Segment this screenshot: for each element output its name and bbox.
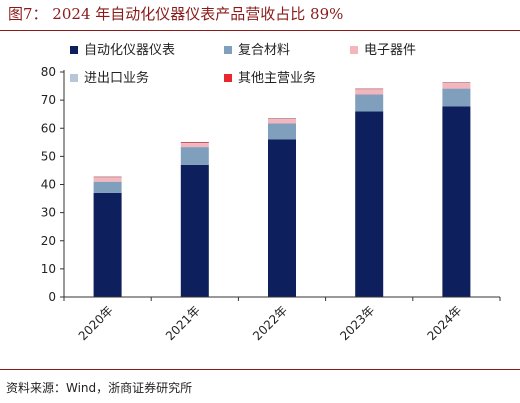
- bars: [93, 82, 471, 297]
- bar-segment-5: [442, 82, 471, 83]
- y-tick: 20: [41, 234, 64, 248]
- legend-item: 电子器件: [350, 43, 416, 58]
- y-tick: 80: [41, 65, 64, 79]
- legend-label: 其他主营业务: [238, 70, 316, 86]
- bar-segment-5: [268, 118, 296, 119]
- y-tick: 10: [41, 262, 64, 276]
- bar-segment-2: [355, 94, 384, 112]
- y-tick-label: 20: [41, 234, 56, 248]
- title-divider: [0, 30, 520, 31]
- y-tick: 40: [41, 178, 64, 192]
- legend-label: 进出口业务: [84, 70, 149, 86]
- legend-swatch: [224, 74, 232, 82]
- legend-item: 其他主营业务: [224, 70, 316, 86]
- x-tick-label: 2021年: [163, 303, 203, 343]
- bar-segment-4: [442, 82, 471, 84]
- bar-segment-1: [442, 106, 471, 297]
- legend-item: 进出口业务: [70, 70, 149, 86]
- y-tick: 0: [48, 290, 64, 304]
- bar-segment-1: [268, 139, 296, 297]
- y-tick-label: 70: [41, 93, 56, 107]
- y-tick-label: 50: [41, 149, 56, 163]
- y-tick-label: 10: [41, 262, 56, 276]
- bar-segment-1: [355, 111, 384, 297]
- y-tick: 70: [41, 93, 64, 107]
- bar-segment-2: [442, 88, 471, 107]
- y-tick-label: 60: [41, 121, 56, 135]
- y-tick-label: 30: [41, 206, 56, 220]
- bar-segment-3: [180, 143, 209, 148]
- legend-swatch: [224, 46, 232, 54]
- source-divider: [0, 369, 520, 370]
- bar-segment-2: [93, 181, 122, 193]
- legend-label: 电子器件: [364, 43, 416, 58]
- legend-item: 复合材料: [224, 43, 290, 58]
- bar-segment-3: [93, 178, 122, 182]
- bar-segment-4: [93, 177, 122, 179]
- bar-segment-2: [268, 123, 296, 140]
- legend-label: 自动化仪器仪表: [84, 43, 175, 58]
- legend-label: 复合材料: [238, 43, 290, 58]
- bar-segment-4: [180, 142, 209, 144]
- legend-swatch: [70, 74, 78, 82]
- legend-swatch: [350, 46, 358, 54]
- bar-segment-3: [442, 83, 471, 89]
- legend-item: 自动化仪器仪表: [70, 43, 175, 58]
- bar-segment-1: [93, 192, 122, 297]
- source-note: 资料来源：Wind，浙商证券研究所: [6, 381, 193, 395]
- bar-segment-5: [355, 88, 384, 90]
- bar-segment-5: [180, 142, 209, 143]
- legend-swatch: [70, 46, 78, 54]
- x-tick-label: 2022年: [250, 303, 290, 343]
- x-tick-label: 2023年: [337, 303, 377, 343]
- y-tick-label: 40: [41, 178, 56, 192]
- x-tick-label: 2020年: [76, 303, 116, 343]
- bar-segment-1: [180, 164, 209, 297]
- y-tick: 60: [41, 121, 64, 135]
- bar-segment-4: [268, 118, 296, 120]
- y-tick: 30: [41, 206, 64, 220]
- bar-segment-3: [355, 90, 384, 95]
- x-tick-label: 2024年: [425, 303, 465, 343]
- bar-segment-4: [355, 89, 384, 90]
- y-tick-label: 0: [48, 290, 56, 304]
- bar-segment-2: [180, 147, 209, 165]
- bar-segment-5: [93, 176, 122, 178]
- figure-title: 图7： 2024 年自动化仪器仪表产品营收占比 89%: [8, 5, 344, 23]
- y-tick: 50: [41, 149, 64, 163]
- y-tick-label: 80: [41, 65, 56, 79]
- bar-segment-3: [268, 119, 296, 124]
